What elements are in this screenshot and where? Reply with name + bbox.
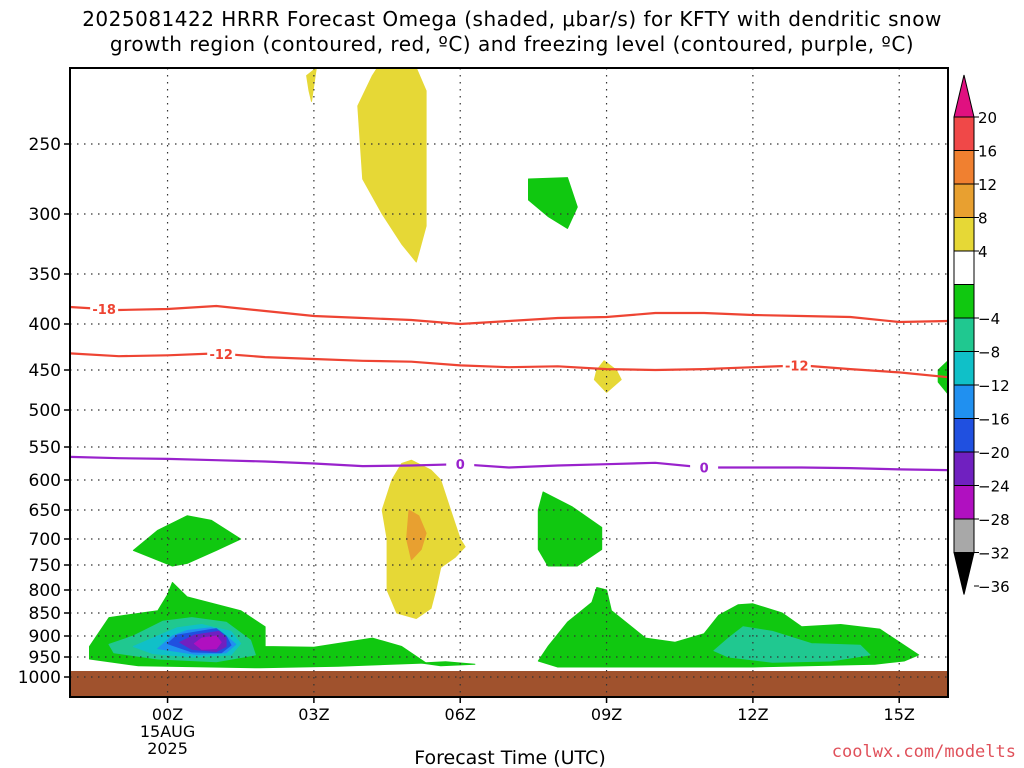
- colorbar-bin: [953, 250, 975, 285]
- contour-line--12: [69, 352, 949, 379]
- y-tick-label-450: 450: [29, 361, 61, 381]
- colorbar-label: 20: [978, 109, 997, 127]
- contour-label-bg: [690, 459, 719, 476]
- omega-region-3: [593, 360, 622, 393]
- colorbar-label: 8: [978, 210, 988, 228]
- colorbar-bin: [953, 116, 975, 151]
- omega-region-15: [193, 635, 222, 650]
- y-tick-label-700: 700: [29, 530, 61, 550]
- contour-label-bg: [207, 345, 236, 362]
- colorbar-bin: [953, 217, 975, 252]
- colorbar-bin: [953, 518, 975, 553]
- y-tick-label-850: 850: [29, 604, 61, 624]
- x-date-label: 2025: [147, 739, 188, 758]
- omega-region-1: [357, 68, 427, 263]
- y-tick-label-600: 600: [29, 471, 61, 491]
- contour-label: -12: [209, 348, 233, 363]
- x-tick-label-15Z: 15Z: [884, 705, 915, 724]
- omega-region-7: [537, 491, 603, 567]
- colorbar-label: 4: [978, 243, 988, 261]
- omega-region-0: [306, 68, 317, 102]
- contour-label: 0: [456, 458, 465, 473]
- omega-region-2: [528, 177, 578, 229]
- colorbar-label: 12: [978, 176, 997, 194]
- colorbar-label: −16: [978, 411, 1010, 429]
- terrain-bar: [70, 671, 948, 697]
- colorbar-label: 16: [978, 143, 997, 161]
- x-tick-label-03Z: 03Z: [298, 705, 329, 724]
- x-tick-label-00Z: 00Z: [152, 705, 183, 724]
- omega-region-8: [132, 515, 242, 567]
- colorbar-bin: [953, 150, 975, 185]
- colorbar-over-arrow: [953, 74, 975, 118]
- colorbar-label: −4: [978, 310, 1000, 328]
- colorbar-label: −32: [978, 545, 1010, 563]
- y-tick-label-750: 750: [29, 556, 61, 576]
- colorbar-bin: [953, 451, 975, 486]
- omega-region-16: [420, 661, 476, 667]
- plot-frame: [69, 67, 949, 698]
- colorbar-bin: [953, 418, 975, 453]
- colorbar-label: −20: [978, 444, 1010, 462]
- x-date-label: 15AUG: [140, 722, 195, 741]
- colorbar-legend: 20 16 12 8 4 −4 −8 −12 −16 −20 −24 −28 −32 −36: [953, 74, 1010, 596]
- contour-label-bg: [90, 301, 119, 318]
- contour-line-0: [69, 455, 949, 472]
- contour-label: 0: [700, 461, 709, 476]
- y-tick-label-400: 400: [29, 315, 61, 335]
- y-tick-label-250: 250: [29, 135, 61, 155]
- chart-title-line1: 2025081422 HRRR Forecast Omega (shaded, …: [82, 7, 942, 31]
- contour-label-bg: [782, 357, 811, 374]
- colorbar-bin: [953, 351, 975, 386]
- contour-label: -12: [785, 360, 809, 375]
- y-tick-label-650: 650: [29, 501, 61, 521]
- site-credit: coolwx.com/modelts: [831, 742, 1016, 762]
- colorbar-label: −28: [978, 511, 1010, 529]
- colorbar-label: −12: [978, 377, 1010, 395]
- x-tick-label-06Z: 06Z: [445, 705, 476, 724]
- x-tick-label-12Z: 12Z: [737, 705, 768, 724]
- colorbar-bin: [953, 183, 975, 218]
- colorbar-bin: [953, 384, 975, 419]
- colorbar-bin: [953, 317, 975, 352]
- colorbar-bin: [953, 284, 975, 319]
- colorbar-label: −36: [978, 578, 1010, 596]
- contour-label: -18: [92, 303, 116, 318]
- y-axis: 250 300 350 400 450 500 550 600 650 700 750 800 850 9…: [18, 135, 70, 688]
- y-tick-label-950: 950: [29, 648, 61, 668]
- colorbar-label: −8: [978, 344, 1000, 362]
- contour-line--18: [69, 304, 949, 326]
- colorbar-label: −24: [978, 478, 1010, 496]
- y-tick-label-500: 500: [29, 401, 61, 421]
- y-tick-label-1000: 1000: [18, 668, 61, 688]
- colorbar-under-arrow: [953, 552, 975, 595]
- y-tick-label-350: 350: [29, 265, 61, 285]
- y-tick-label-550: 550: [29, 438, 61, 458]
- x-axis-title: Forecast Time (UTC): [414, 747, 605, 768]
- y-tick-label-800: 800: [29, 581, 61, 601]
- chart-title-line2: growth region (contoured, red, ºC) and f…: [109, 32, 915, 56]
- y-tick-label-300: 300: [29, 205, 61, 225]
- colorbar-bin: [953, 485, 975, 520]
- x-tick-label-09Z: 09Z: [591, 705, 622, 724]
- contour-lines: -18 -12 -12 0 0: [69, 301, 949, 476]
- y-tick-label-900: 900: [29, 627, 61, 647]
- contour-label-bg: [446, 456, 475, 473]
